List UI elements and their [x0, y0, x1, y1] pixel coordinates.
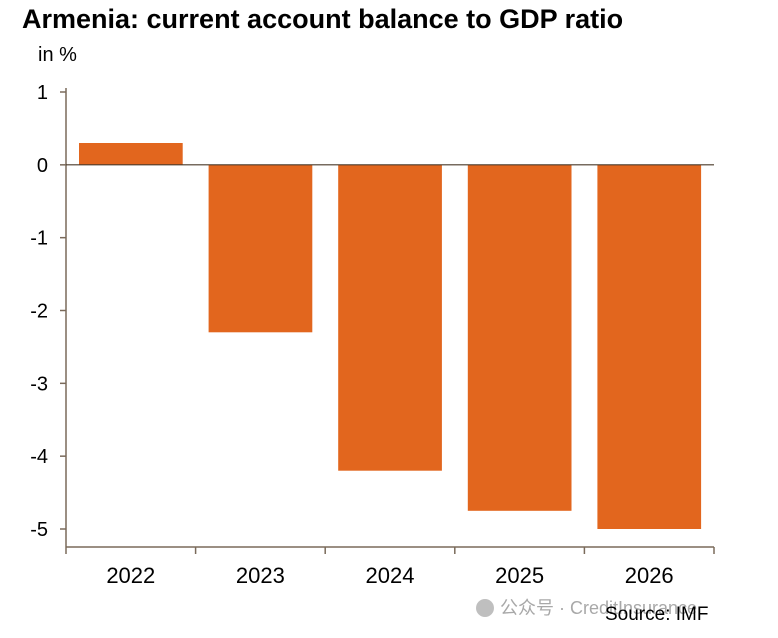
bars-group: [79, 143, 702, 530]
axes-group: 1 0 -1 -2 -3 -4 -5 2022 2023 2024 2025 2026: [30, 82, 715, 588]
y-tick-label: -4: [30, 446, 48, 468]
bar-2025: [467, 164, 572, 511]
x-tick-label-2022: 2022: [106, 563, 155, 588]
bar-2023: [208, 164, 313, 333]
watermark-text: 公众号 · CreditInsurance: [500, 598, 698, 618]
bar-2022: [79, 143, 183, 165]
watermark: 公众号 · CreditInsurance: [476, 594, 697, 620]
y-tick-label: 1: [37, 82, 48, 104]
y-tick-label: -3: [30, 373, 48, 395]
x-tick-label-2024: 2024: [366, 563, 415, 588]
source-note: Source: IMF: [605, 604, 709, 625]
bar-2026: [597, 164, 702, 530]
y-tick-label: 0: [37, 155, 48, 177]
x-tick-label-2025: 2025: [495, 563, 544, 588]
x-tick-label-2023: 2023: [236, 563, 285, 588]
chart-title: Armenia: current account balance to GDP …: [22, 4, 624, 34]
y-tick-label: -5: [30, 519, 48, 541]
bar-2024: [338, 164, 442, 471]
wechat-icon: [476, 599, 494, 617]
y-axis-unit-label: in %: [38, 44, 77, 66]
y-tick-label: -2: [30, 301, 48, 323]
y-tick-label: -1: [30, 228, 48, 250]
x-tick-label-2026: 2026: [625, 563, 674, 588]
